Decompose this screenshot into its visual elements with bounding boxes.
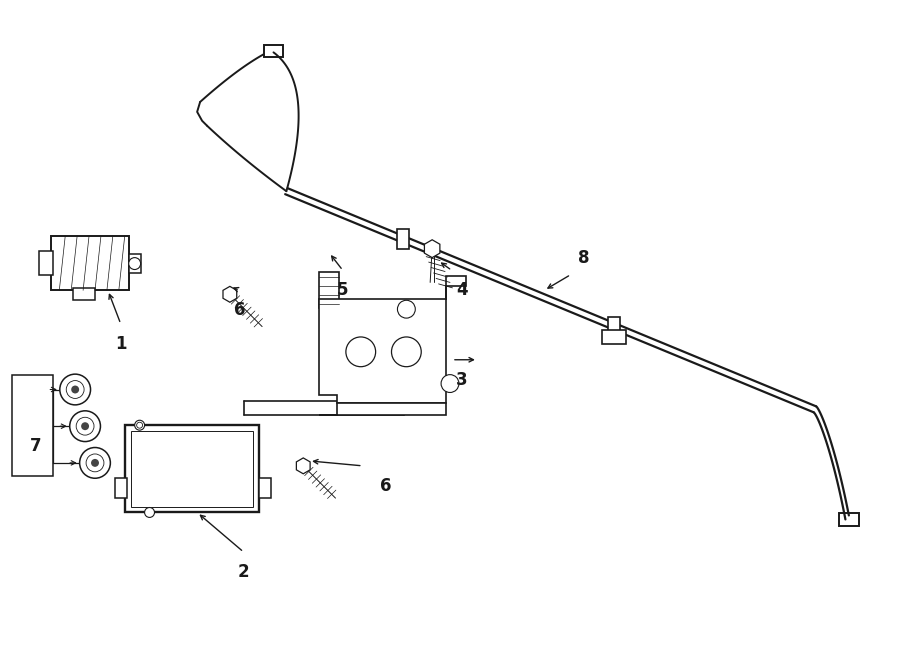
Circle shape — [69, 411, 101, 442]
Circle shape — [137, 422, 142, 428]
Text: 1: 1 — [115, 335, 127, 353]
Text: 6: 6 — [234, 301, 246, 319]
FancyBboxPatch shape — [40, 251, 53, 275]
Text: 2: 2 — [238, 563, 249, 581]
Circle shape — [346, 337, 375, 367]
FancyBboxPatch shape — [51, 236, 129, 291]
Circle shape — [392, 337, 421, 367]
Text: 6: 6 — [380, 477, 392, 495]
Polygon shape — [320, 403, 446, 415]
FancyBboxPatch shape — [130, 431, 253, 506]
FancyBboxPatch shape — [73, 289, 95, 301]
Circle shape — [71, 385, 79, 393]
FancyBboxPatch shape — [608, 316, 620, 336]
Circle shape — [59, 374, 91, 405]
Circle shape — [135, 420, 145, 430]
Text: 7: 7 — [30, 437, 41, 455]
FancyBboxPatch shape — [258, 478, 271, 498]
FancyBboxPatch shape — [320, 273, 339, 308]
FancyBboxPatch shape — [12, 375, 53, 476]
Circle shape — [79, 448, 111, 478]
FancyBboxPatch shape — [264, 46, 284, 58]
FancyBboxPatch shape — [602, 330, 626, 344]
Polygon shape — [320, 277, 466, 403]
Polygon shape — [223, 287, 237, 303]
Circle shape — [91, 459, 99, 467]
Circle shape — [398, 301, 415, 318]
Circle shape — [76, 417, 94, 435]
Polygon shape — [425, 240, 440, 258]
Circle shape — [67, 381, 84, 399]
Text: 3: 3 — [456, 371, 468, 389]
Circle shape — [441, 375, 459, 393]
Circle shape — [81, 422, 89, 430]
Text: 4: 4 — [456, 281, 468, 299]
Circle shape — [145, 508, 155, 518]
Circle shape — [86, 454, 104, 472]
FancyBboxPatch shape — [397, 229, 409, 249]
Text: 5: 5 — [338, 281, 348, 299]
Circle shape — [129, 258, 140, 269]
Polygon shape — [296, 458, 310, 474]
Text: 8: 8 — [578, 249, 590, 267]
FancyBboxPatch shape — [839, 514, 859, 526]
FancyBboxPatch shape — [125, 425, 258, 512]
FancyBboxPatch shape — [129, 254, 140, 273]
FancyBboxPatch shape — [115, 478, 127, 498]
